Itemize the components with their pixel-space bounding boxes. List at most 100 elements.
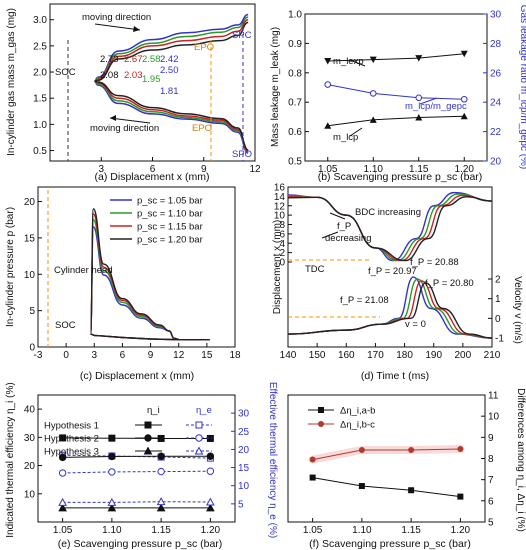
panel-b-marker-circle [369,90,377,97]
panel-b-marker-down [324,58,332,65]
panel-f-marker-circle [358,447,365,454]
panel-b-pointer-ratio [419,97,438,105]
panel-f-legend-label: Δη_i,b-c [340,420,375,431]
panel-f-xtick-label: 1.10 [352,525,372,536]
panel-d-y2tick-label: -1 [495,334,504,345]
panel-f-caption: (f) Scavenging pressure p_sc (bar) [309,538,471,550]
panel-e-xtick-label: 1.20 [201,525,221,536]
panel-b-y2label: Gas leakage ratio m_lcp/m_gepc (%) [518,5,526,170]
panel-f-xtick-label: 1.20 [451,525,471,536]
panel-b-y2tick-label: 26 [490,68,502,79]
panel-d-velocity-curve [288,282,492,339]
panel-e-eta-i-marker [206,503,215,512]
panel-e-y2tick-label: 15 [238,463,250,474]
panel-a-value-258: 2.58 [142,54,161,65]
panel-f-legend-label: Δη_i,a-b [340,406,375,417]
panel-f-ytick-label: 10 [488,412,500,423]
panel-c-expansion-curve [89,208,179,341]
panel-b-marker-circle [324,81,332,88]
panel-c-xtick-label: 9 [148,350,154,361]
panel-d-fp-label: f_P [337,221,351,232]
panel-f-ticks: 1.05 1.10 1.15 1.20 5 6 7 8 9 10 11 [303,391,500,537]
panel-b-marker-down [369,56,377,64]
panel-b-xtick-label: 1.20 [455,164,475,175]
panel-d-fp-pointer [321,231,339,239]
panel-d-ytick-label: 12 [274,201,286,212]
panel-c-ytick-label: 20 [24,197,36,208]
panel-a-spo-label: SPO [232,149,252,160]
panel-b-marker-up [460,112,468,120]
panel-b-ytick-label: 1.0 [288,10,302,21]
panel-a-epo-top: EPO [194,42,214,53]
panel-f-ytick-label: 11 [488,391,499,402]
panel-e-caption: (e) Scavenging pressure p_sc (bar) [58,538,223,550]
panel-e-legend-label: Hypothesis 1 [44,421,99,432]
panel-f-marker-square [309,474,316,481]
panel-a-curve-cap [94,79,98,83]
panel-d-xtick-label: 140 [280,350,297,361]
panel-a-curve-upper [97,16,249,80]
panel-a-curve-upper [97,18,249,81]
panel-e-eta-e-marker [107,497,117,506]
panel-d-y2label: Velocity v (m/s) [512,276,523,344]
panel-c-expansion-curve [89,213,179,341]
panel-e-legend-marker-i [144,421,152,429]
panel-b-caption: (b) Scavenging pressure p_sc (bar) [318,171,483,183]
panel-d-ytick-label: 10 [274,211,286,222]
panel-a-value-242: 2.42 [160,54,179,65]
panel-b-y2tick-label: 30 [490,10,502,21]
panel-e-ytick-label: 40 [24,405,36,416]
panel-a-caption: (a) Displacement x (mm) [95,171,210,183]
panel-d-decreasing-label: decreasing [325,233,371,244]
panel-a-curve-lower [97,84,249,154]
panel-d-caption: (d) Time t (ms) [361,370,429,382]
panel-e-y2tick-label: 25 [238,427,250,438]
panel-c-legend-label: p_sc = 1.05 bar [137,196,203,207]
panel-f-lines [308,445,465,500]
panel-e-eta-i-marker [157,452,165,460]
panel-b-marker-circle [460,95,468,103]
panel-f-legend-marker [318,421,324,427]
panel-b-frame [304,13,488,162]
panel-a-ytick-label: 2.0 [33,68,47,79]
panel-a-ytick-label: 0.5 [33,146,47,157]
panel-a-curves [94,13,249,154]
panel-d-frame [287,186,493,348]
panel-e-eta-e-marker [58,497,67,506]
panel-f-series-line [312,477,461,498]
panel-c-curves [89,208,210,341]
panel-a-ylabel: In-cylinder gas mass m_gas (mg) [6,8,17,156]
panel-d-ytick-label: 14 [274,192,286,203]
panel-b-y2tick-label: 28 [490,39,502,50]
panel-c-compression-curve [90,333,210,341]
panel-c-xtick-label: 6 [120,350,126,361]
panel-f-xtick-label: 1.15 [401,525,421,536]
panel-b-marker-down [415,55,423,62]
panel-e-eta-i-line [62,455,211,458]
panel-d-xtick-label: 150 [309,350,326,361]
panel-b-y2tick-label: 20 [490,157,502,168]
panel-d-bdc-label: BDC increasing [355,207,421,218]
panel-b-ticks: 1.05 1.10 1.15 1.20 0.5 0.6 0.7 0.8 0.9 1.0 20 22 24… [288,10,501,176]
panel-b-pointer-lcp [349,127,363,137]
panel-f-series-line [312,448,461,461]
panel-b-marker-circle [415,94,423,102]
panel-a-curve-lower [97,83,249,153]
panel-b-ytick-label: 0.8 [288,68,302,79]
panel-d-xtick-label: 200 [455,350,472,361]
panel-a-ytick-label: 1.5 [33,94,47,105]
panel-f-marker-square [457,493,464,500]
panel-f: 1.05 1.10 1.15 1.20 5 6 7 8 9 10 11 Δη_i,a-b Δη_i,b… [287,388,526,550]
panel-b-marker-down [460,50,468,58]
panel-e-ytick-label: 10 [24,489,36,500]
panel-b-marker-up [415,113,423,121]
panel-b-series-line [327,115,465,127]
panel-b-ylabel: Mass leakage m_leak (mg) [270,27,281,147]
panel-c-legend-label: p_sc = 1.10 bar [137,209,203,220]
panel-d-xtick-label: 170 [367,350,384,361]
panel-d-ytick-label: 0 [279,258,285,269]
panel-e-lines [58,434,215,512]
